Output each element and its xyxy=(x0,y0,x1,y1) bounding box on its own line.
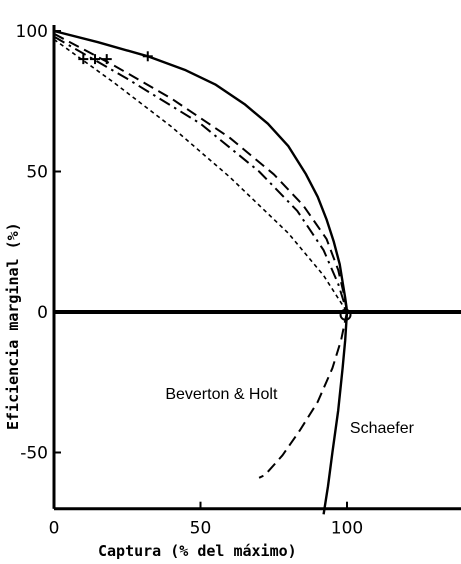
curve-annotation: Beverton & Holt xyxy=(165,386,278,403)
plus-marker xyxy=(78,54,89,65)
series-line-dash-dot xyxy=(53,35,348,313)
plus-marker xyxy=(142,51,153,62)
series-line-solid xyxy=(322,311,349,515)
axes-layer xyxy=(52,25,461,511)
y-tick-label: 0 xyxy=(37,303,48,323)
x-tick-label: 0 xyxy=(49,519,60,539)
y-tick-label: -50 xyxy=(20,444,48,464)
plus-marker xyxy=(101,54,112,65)
series-line-solid xyxy=(53,29,349,313)
curve-annotation: Schaefer xyxy=(350,420,415,437)
labels-layer: Captura (% del máximo) Eficiencia margin… xyxy=(4,22,415,560)
circle-marker xyxy=(339,308,352,321)
series-line-dashed xyxy=(258,311,348,479)
x-tick-label: 50 xyxy=(190,519,212,539)
y-tick-label: 100 xyxy=(16,22,48,42)
y-tick-label: 50 xyxy=(26,163,48,183)
plus-marker xyxy=(90,54,101,65)
curves-layer xyxy=(53,29,352,515)
x-axis-label: Captura (% del máximo) xyxy=(98,542,297,560)
series-line-dotted xyxy=(53,38,348,313)
x-tick-label: 100 xyxy=(331,519,363,539)
y-axis-label: Eficiencia marginal (%) xyxy=(4,222,22,430)
series-line-dashed xyxy=(53,32,348,313)
